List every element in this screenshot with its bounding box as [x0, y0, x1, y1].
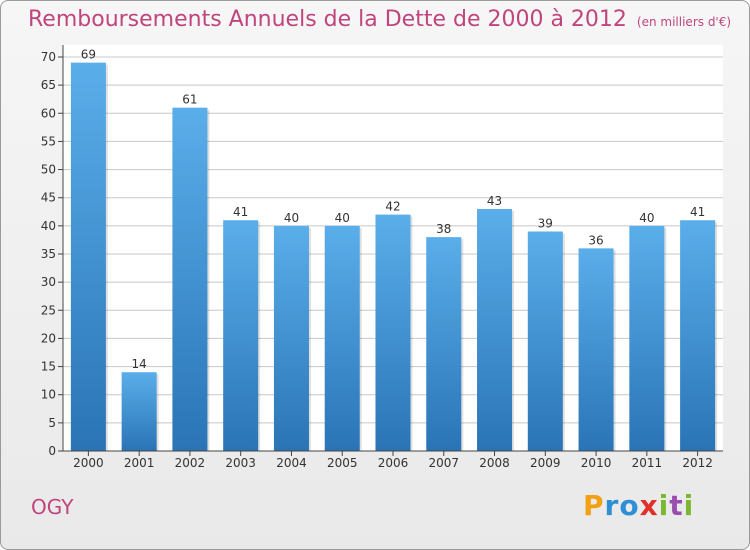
bar [223, 220, 259, 451]
x-tick-label: 2005 [327, 456, 358, 470]
bar-value-label: 40 [335, 211, 350, 225]
bar-value-label: 38 [436, 222, 451, 236]
bar [578, 248, 614, 451]
bar-value-label: 36 [588, 233, 603, 247]
y-tick-label: 10 [41, 388, 56, 402]
y-tick-label: 65 [41, 78, 56, 92]
y-tick-label: 20 [41, 331, 56, 345]
y-tick-label: 60 [41, 106, 56, 120]
y-tick-label: 0 [48, 444, 56, 458]
bar-value-label: 41 [233, 205, 248, 219]
commune-name: OGY [31, 495, 74, 519]
y-tick-label: 5 [48, 416, 56, 430]
bar-value-label: 61 [182, 93, 197, 107]
axes-group: 0 5 10 15 20 25 30 35 40 45 50 55 60 65 70 2000 2001 2002… [41, 45, 723, 470]
y-tick-label: 35 [41, 247, 56, 261]
bar-value-label: 40 [639, 211, 654, 225]
chart-unit: (en milliers d'€) [636, 15, 732, 29]
y-tick-label: 25 [41, 303, 56, 317]
bar-value-label: 14 [132, 357, 147, 371]
bar [324, 225, 360, 451]
y-tick-label: 30 [41, 275, 56, 289]
x-tick-label: 2009 [530, 456, 561, 470]
bar [629, 225, 665, 451]
x-tick-label: 2003 [225, 456, 256, 470]
chart-title: Remboursements Annuels de la Dette de 20… [28, 7, 731, 32]
logo-letter: i [658, 489, 670, 522]
bar [273, 225, 309, 451]
x-tick-label: 2011 [632, 456, 663, 470]
chart-title-text: Remboursements Annuels de la Dette de 20… [28, 7, 627, 32]
proxiti-logo: Proxiti [583, 489, 694, 522]
y-tick-label: 15 [41, 360, 56, 374]
x-tick-label: 2007 [428, 456, 459, 470]
logo-letter: t [669, 489, 684, 522]
logo-letter: o [619, 489, 640, 522]
logo-letter: x [639, 489, 659, 522]
bar [426, 237, 462, 451]
bar-value-label: 39 [538, 216, 553, 230]
bar [477, 208, 513, 451]
bar [680, 220, 716, 451]
bar [70, 62, 106, 451]
x-tick-label: 2008 [479, 456, 510, 470]
bar-value-label: 42 [385, 200, 400, 214]
x-tick-label: 2000 [73, 456, 104, 470]
bar [375, 214, 411, 451]
y-tick-label: 45 [41, 191, 56, 205]
y-tick-label: 55 [41, 134, 56, 148]
x-tick-label: 2004 [276, 456, 307, 470]
x-tick-label: 2002 [175, 456, 206, 470]
bars-group: 69 14 61 41 40 40 42 38 43 39 36 40 41 [70, 48, 718, 452]
bar-value-label: 43 [487, 194, 502, 208]
x-tick-label: 2010 [581, 456, 612, 470]
bar-value-label: 41 [690, 205, 705, 219]
y-tick-label: 70 [41, 50, 56, 64]
x-tick-label: 2001 [124, 456, 155, 470]
logo-letter: i [683, 489, 695, 522]
logo-letter: P [583, 489, 605, 522]
bar [527, 231, 563, 451]
bar-value-label: 40 [284, 211, 299, 225]
logo-letter: r [604, 489, 620, 522]
bar [172, 107, 208, 452]
y-tick-label: 50 [41, 163, 56, 177]
bar-value-label: 69 [81, 48, 96, 62]
x-tick-label: 2006 [378, 456, 409, 470]
y-tick-label: 40 [41, 219, 56, 233]
bar [121, 372, 157, 451]
x-tick-label: 2012 [682, 456, 713, 470]
